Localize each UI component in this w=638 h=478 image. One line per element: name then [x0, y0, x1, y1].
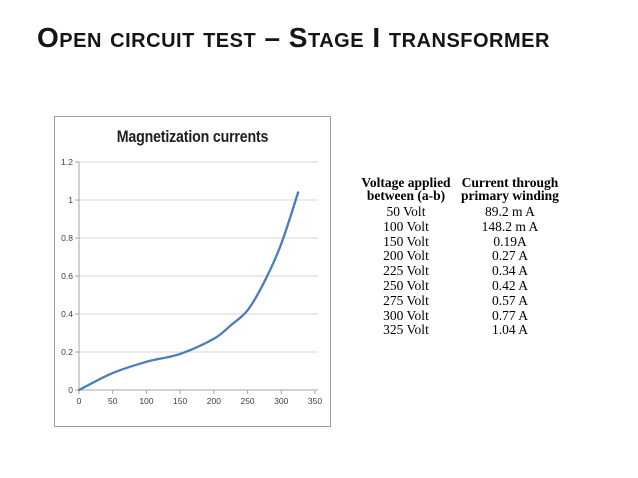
table-row: 275 Volt 0.57 A — [356, 292, 564, 309]
voltage-current-table: Voltage applied between (a-b) Current th… — [356, 176, 564, 338]
table-row: 200 Volt 0.27 A — [356, 249, 564, 264]
voltage-cell: 300 Volt — [383, 307, 429, 323]
voltage-cell: 50 Volt — [386, 204, 426, 219]
magnetization-chart: 0 0.2 0.4 0.6 0.8 1 1.2 0 50 100 150 200 250 300 350 M… — [54, 116, 331, 427]
table-row: 300 Volt 0.77 A — [356, 307, 564, 324]
current-cell: 0.27 A — [491, 248, 528, 264]
x-tick-label: 150 — [173, 396, 187, 406]
x-tick-label: 50 — [108, 396, 118, 406]
table-row: 250 Volt 0.42 A — [356, 277, 564, 294]
current-header-line2: primary winding — [461, 188, 559, 203]
current-cell: 0.19A — [493, 233, 527, 249]
readings-table: Voltage applied between (a-b) Current th… — [356, 176, 564, 338]
voltage-cell: 275 Volt — [383, 292, 429, 308]
voltage-cell: 150 Volt — [383, 233, 429, 249]
voltage-cell: 225 Volt — [383, 263, 429, 279]
current-cell: 148.2 m A — [481, 218, 539, 234]
voltage-column-header: Voltage applied between (a-b) — [356, 176, 456, 205]
table-row: 150 Volt 0.19A — [356, 233, 564, 250]
table-row: 50 Volt 89.2 m A — [356, 204, 564, 220]
current-cell: 0.42 A — [491, 277, 528, 293]
current-cell: 1.04 A — [491, 322, 528, 338]
y-tick-label: 0.8 — [61, 233, 73, 243]
x-tick-label: 250 — [240, 396, 254, 406]
current-cell: 0.34 A — [491, 263, 528, 279]
table-row: 100 Volt 148.2 m A — [356, 218, 564, 235]
slide-title: Open circuit test – Stage I transformer — [37, 22, 550, 53]
x-tick-label: 0 — [77, 396, 82, 406]
current-cell: 89.2 m A — [485, 204, 535, 219]
y-tick-label: 0.4 — [61, 309, 73, 319]
voltage-cell: 100 Volt — [383, 218, 429, 234]
voltage-cell: 250 Volt — [383, 277, 429, 293]
voltage-cell: 200 Volt — [383, 248, 429, 264]
y-tick-label: 1 — [68, 195, 73, 205]
y-tick-label: 1.2 — [61, 157, 73, 167]
current-header-line1: Current through — [461, 175, 559, 190]
current-cell: 0.77 A — [491, 307, 528, 323]
voltage-cell: 325 Volt — [383, 322, 429, 338]
x-tick-label: 300 — [274, 396, 288, 406]
voltage-header-line2: between (a-b) — [366, 188, 446, 203]
voltage-header-line1: Voltage applied — [361, 175, 451, 190]
x-tick-label: 350 — [308, 396, 322, 406]
chart-plot-area: 0 0.2 0.4 0.6 0.8 1 1.2 0 50 100 150 200 250 300 350 — [61, 157, 322, 406]
current-cell: 0.57 A — [491, 292, 528, 308]
x-tick-label: 100 — [139, 396, 153, 406]
current-column-header: Current through primary winding — [456, 176, 564, 205]
magnetization-current-curve — [77, 191, 300, 392]
table-row: 325 Volt 1.04 A — [356, 323, 564, 338]
table-row: 225 Volt 0.34 A — [356, 263, 564, 279]
table-header: Voltage applied between (a-b) Current th… — [356, 176, 564, 205]
readings-tbody: 50 Volt 89.2 m A 100 Volt 148.2 m A 150 Volt… — [356, 204, 564, 338]
y-tick-label: 0 — [68, 385, 73, 395]
y-tick-label: 0.6 — [61, 271, 73, 281]
y-tick-label: 0.2 — [61, 347, 73, 357]
chart-title: Magnetization currents — [116, 128, 269, 146]
x-tick-label: 200 — [207, 396, 221, 406]
